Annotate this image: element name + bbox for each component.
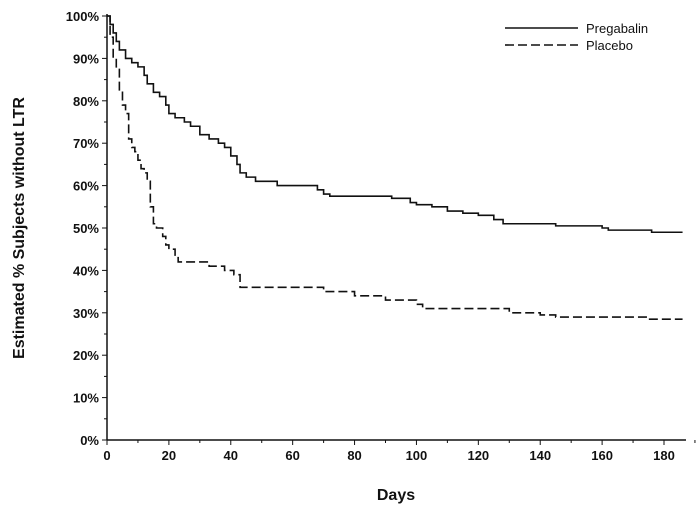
y-tick-label: 80% (73, 94, 99, 109)
series-line-placebo (107, 15, 683, 320)
y-tick-label: 40% (73, 263, 99, 278)
y-tick-label: 50% (73, 221, 99, 236)
x-tick-label: 80 (347, 448, 361, 463)
series-group (107, 15, 683, 320)
y-tick-label: 70% (73, 136, 99, 151)
x-tick-label: 180 (653, 448, 675, 463)
legend-label: Pregabalin (586, 21, 648, 36)
x-tick-label: 100 (406, 448, 428, 463)
legend: Pregabalin Placebo (505, 21, 648, 53)
x-axis-label: Days (377, 487, 415, 504)
legend-label: Placebo (586, 38, 633, 53)
x-tick-label: 160 (591, 448, 613, 463)
y-tick-label: 100% (66, 9, 100, 24)
y-tick-label: 20% (73, 348, 99, 363)
y-tick-label: 90% (73, 51, 99, 66)
y-tick-label: 30% (73, 306, 99, 321)
y-tick-label: 60% (73, 179, 99, 194)
x-tick-label: 60 (285, 448, 299, 463)
x-tick-label: 120 (467, 448, 489, 463)
y-tick-label: 10% (73, 391, 99, 406)
y-axis-label: Estimated % Subjects without LTR (11, 97, 28, 359)
x-tick-label: 40 (224, 448, 238, 463)
x-tick-label: 20 (162, 448, 176, 463)
axes: 0% 10% 20% 30% 40% 50% 60% 70% 80% 90% 100% 0 20 40 60… (66, 9, 696, 463)
x-tick-label: 0 (103, 448, 110, 463)
y-tick-label: 0% (80, 433, 99, 448)
x-tick-label: 140 (529, 448, 551, 463)
series-line-pregabalin (107, 15, 683, 234)
